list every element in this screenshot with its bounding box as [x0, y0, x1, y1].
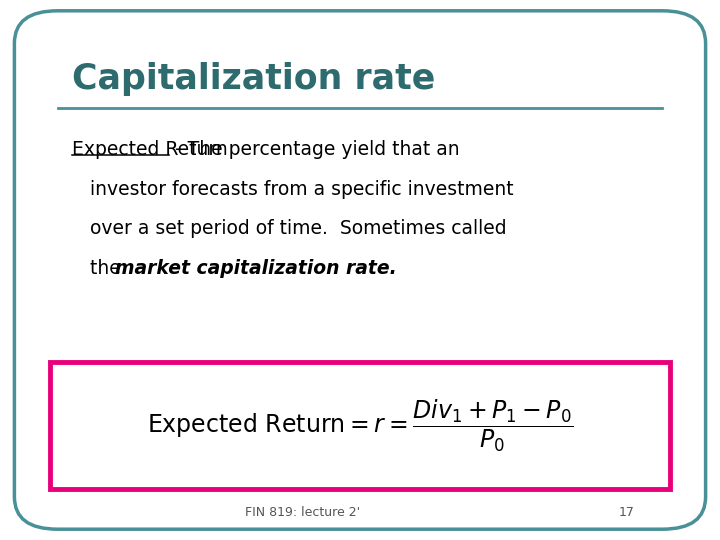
Text: FIN 819: lecture 2': FIN 819: lecture 2'	[245, 507, 360, 519]
Text: - The percentage yield that an: - The percentage yield that an	[168, 140, 459, 159]
FancyBboxPatch shape	[50, 362, 670, 489]
Text: Capitalization rate: Capitalization rate	[72, 62, 436, 96]
Text: market capitalization rate.: market capitalization rate.	[115, 259, 397, 278]
Text: 17: 17	[618, 507, 634, 519]
Text: over a set period of time.  Sometimes called: over a set period of time. Sometimes cal…	[90, 219, 507, 238]
Text: investor forecasts from a specific investment: investor forecasts from a specific inves…	[90, 180, 513, 199]
FancyBboxPatch shape	[14, 11, 706, 529]
Text: $\mathrm{Expected\ Return} = r = \dfrac{Div_1 + P_1 - P_0}{P_0}$: $\mathrm{Expected\ Return} = r = \dfrac{…	[147, 397, 573, 454]
Text: the: the	[90, 259, 127, 278]
Text: Expected Return: Expected Return	[72, 140, 228, 159]
